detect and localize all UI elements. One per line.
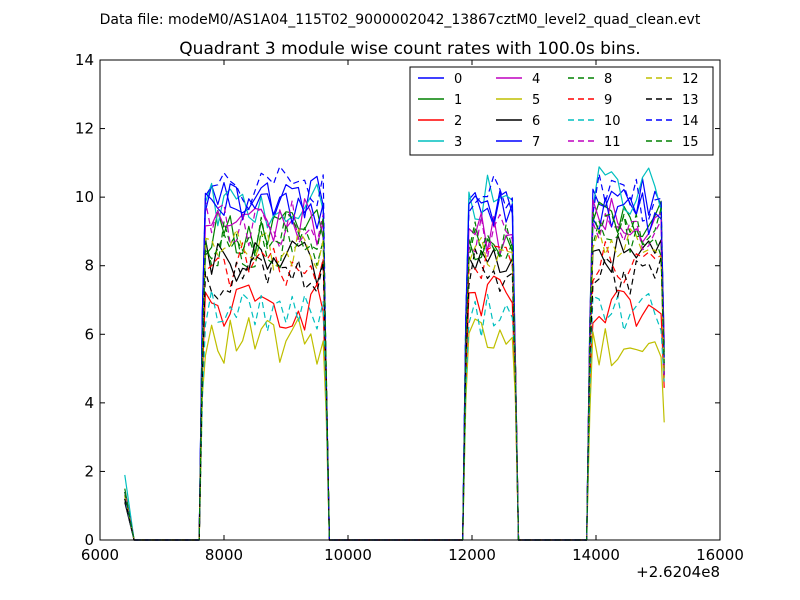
legend-label: 13 [682, 93, 699, 108]
ticks-layer [99, 59, 721, 541]
y-tick-label: 14 [75, 51, 94, 69]
y-tick-label: 2 [84, 462, 94, 480]
x-tick-label: 8000 [205, 546, 243, 564]
y-tick-label: 8 [84, 257, 94, 275]
legend-label: 10 [604, 114, 621, 129]
legend-label: 1 [454, 93, 462, 108]
legend-label: 12 [682, 72, 699, 87]
legend-frame [409, 66, 714, 156]
legend-label: 9 [604, 93, 612, 108]
legend-label: 3 [454, 135, 462, 150]
x-tick-label: 14000 [572, 546, 620, 564]
plot-frame [99, 59, 721, 541]
chart-title: Quadrant 3 module wise count rates with … [179, 39, 640, 59]
legend-label: 7 [532, 135, 540, 150]
x-tick-label: 16000 [696, 546, 744, 564]
figure-suptitle: Data file: modeM0/AS1A04_115T02_90000020… [100, 12, 701, 28]
y-tick-label: 6 [84, 325, 94, 343]
legend-label: 4 [532, 72, 540, 87]
legend-label: 11 [604, 135, 621, 150]
legend-label: 8 [604, 72, 612, 87]
legend-label: 15 [682, 135, 699, 150]
legend-label: 14 [682, 114, 699, 129]
y-tick-label: 0 [84, 531, 94, 549]
y-tick-label: 12 [75, 120, 94, 138]
x-axis-offset-label: +2.6204e8 [636, 563, 720, 581]
legend-label: 0 [454, 72, 462, 87]
x-tick-label: 6000 [81, 546, 119, 564]
legend-label: 5 [532, 93, 540, 108]
y-tick-label: 4 [84, 394, 94, 412]
legend-label: 2 [454, 114, 462, 129]
x-tick-label: 12000 [448, 546, 496, 564]
series-line-12 [124, 228, 665, 541]
legend-label: 6 [532, 114, 540, 129]
y-tick-label: 10 [75, 188, 94, 206]
x-tick-label: 10000 [324, 546, 372, 564]
series-line-13 [124, 248, 665, 541]
